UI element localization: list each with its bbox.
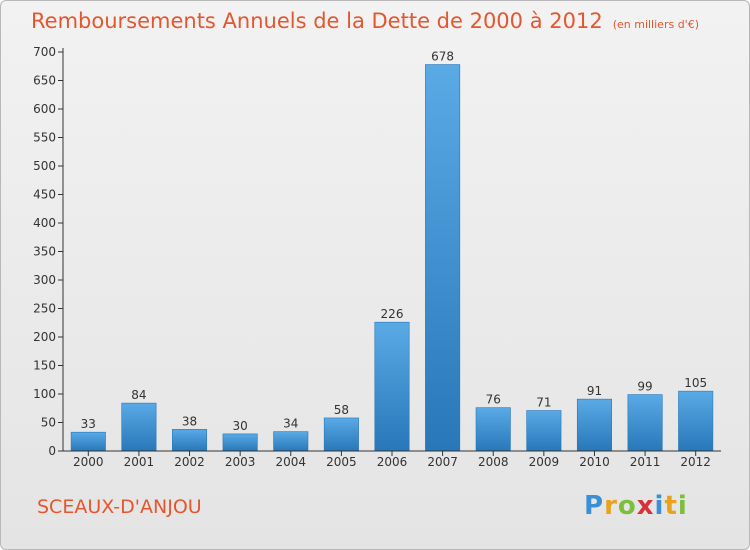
bar (222, 433, 258, 452)
city-name: SCEAUX-D'ANJOU (37, 496, 202, 518)
data-label: 33 (81, 417, 96, 431)
logo-letter: P (584, 491, 605, 521)
x-tick-label: 2004 (275, 455, 306, 469)
y-tick-label: 0 (48, 444, 56, 458)
proxiti-logo: Proxiti (584, 491, 688, 521)
y-tick-label: 100 (33, 387, 56, 401)
y-tick-label: 350 (33, 245, 56, 259)
y-tick-label: 650 (33, 74, 56, 88)
y-tick-label: 50 (41, 416, 56, 430)
x-tick-label: 2002 (174, 455, 205, 469)
data-label: 58 (334, 403, 349, 417)
x-tick-label: 2009 (529, 455, 560, 469)
bar (273, 431, 309, 452)
y-tick-label: 550 (33, 131, 56, 145)
x-tick-label: 2011 (630, 455, 661, 469)
chart-title-text: Remboursements Annuels de la Dette de 20… (31, 9, 603, 33)
y-tick-label: 500 (33, 159, 56, 173)
bars (70, 64, 714, 452)
bar (374, 321, 410, 452)
x-axis: 2000 2001 2002 2003 2004 2005 2006 2007 2008 2009… (63, 450, 721, 469)
data-label: 84 (131, 388, 146, 402)
x-tick-label: 2000 (73, 455, 104, 469)
y-tick-label: 200 (33, 330, 56, 344)
y-axis: 0 50 100 150 200 250 300 350 400 450 500 550 600 650 7… (33, 45, 64, 458)
bar (475, 407, 511, 452)
y-tick-label: 150 (33, 359, 56, 373)
data-label: 38 (182, 414, 197, 428)
y-tick-label: 400 (33, 216, 56, 230)
x-tick-label: 2012 (680, 455, 711, 469)
bar (121, 402, 157, 452)
y-tick-label: 300 (33, 273, 56, 287)
x-tick-label: 2008 (478, 455, 509, 469)
data-label: 91 (587, 384, 602, 398)
chart-subtitle: (en milliers d'€) (612, 18, 699, 31)
x-tick-label: 2003 (225, 455, 256, 469)
logo-letter: r (604, 491, 618, 521)
logo-letter: o (617, 491, 637, 521)
bar (678, 390, 714, 452)
x-tick-label: 2005 (326, 455, 357, 469)
x-tick-label: 2007 (427, 455, 458, 469)
bar (576, 398, 612, 452)
chart-title: Remboursements Annuels de la Dette de 20… (31, 9, 699, 33)
data-labels: 33 84 38 30 34 58 226 678 76 71 91 99 105 (81, 50, 707, 433)
bar (172, 429, 208, 452)
x-tick-label: 2006 (377, 455, 408, 469)
data-label: 76 (486, 393, 501, 407)
bar-chart: 0 50 100 150 200 250 300 350 400 450 500 550 600 650 7… (33, 45, 721, 469)
data-label: 105 (684, 376, 707, 390)
y-tick-label: 250 (33, 302, 56, 316)
logo-letter: x (636, 491, 655, 521)
data-label: 30 (233, 419, 248, 433)
y-tick-label: 450 (33, 188, 56, 202)
y-tick-label: 700 (33, 45, 56, 59)
x-tick-label: 2001 (124, 455, 155, 469)
logo-letter: t (664, 491, 678, 521)
bar (627, 394, 663, 452)
data-label: 71 (536, 396, 551, 410)
data-label: 226 (381, 307, 404, 321)
logo-letter: i (677, 491, 688, 521)
bar (70, 431, 106, 452)
bar (323, 417, 359, 452)
data-label: 678 (431, 50, 454, 64)
bar (425, 64, 461, 452)
data-label: 99 (637, 380, 652, 394)
logo-letter: i (654, 491, 665, 521)
bar (526, 410, 562, 452)
data-label: 34 (283, 417, 298, 431)
y-tick-label: 600 (33, 102, 56, 116)
x-tick-label: 2010 (579, 455, 610, 469)
